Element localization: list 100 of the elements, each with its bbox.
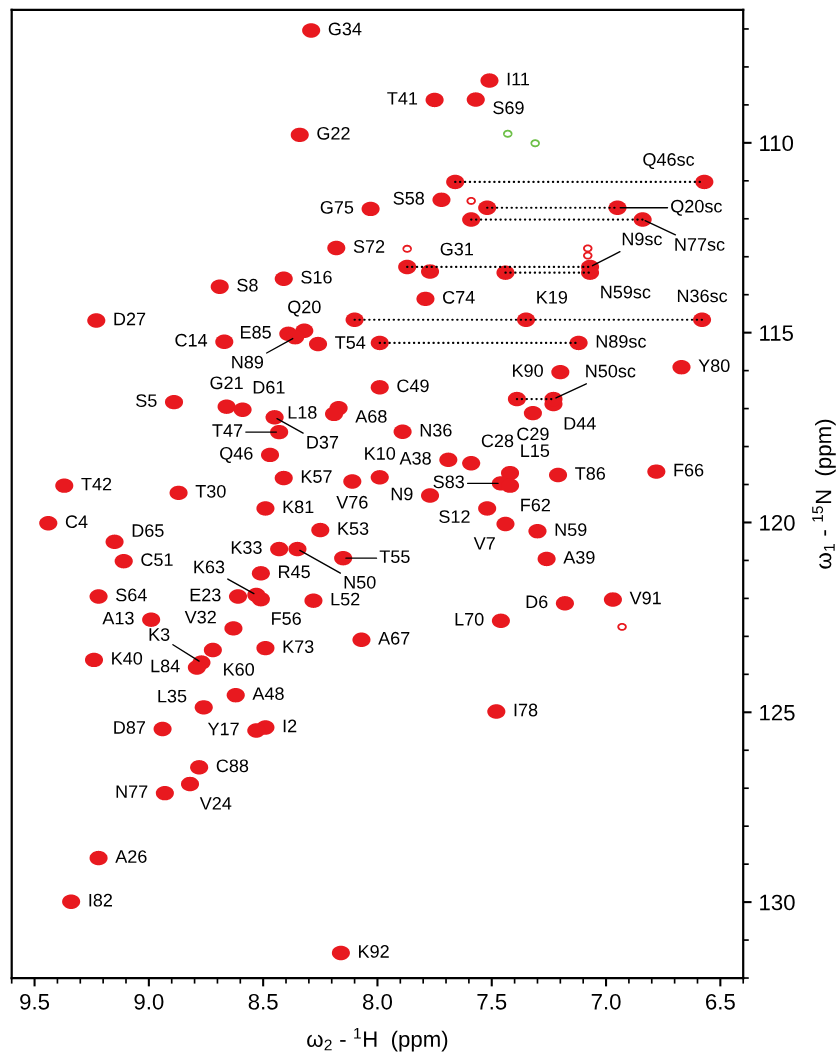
annotation: Q46sc <box>643 153 695 170</box>
annotation: C14 <box>175 333 208 347</box>
annotation: G75 <box>320 200 354 214</box>
annotation: K92 <box>359 945 389 958</box>
annotation: Y17 <box>207 722 239 736</box>
annotation: T42 <box>81 477 112 491</box>
annotation: S64 <box>116 588 147 602</box>
annotation: K63 <box>194 560 225 574</box>
annotation: T30 <box>195 484 226 498</box>
annotation: G22 <box>317 126 350 140</box>
annotation: C88 <box>216 759 249 773</box>
annotation: K10 <box>365 447 396 460</box>
annotation: K60 <box>224 663 255 676</box>
annotation: D65 <box>132 524 164 537</box>
annotation: K19 <box>537 290 568 304</box>
annotation: T86 <box>575 467 606 480</box>
y-tick-label: 115 <box>760 325 793 341</box>
annotation: R45 <box>279 565 310 579</box>
annotation: S8 <box>237 278 258 292</box>
annotation: S72 <box>353 240 385 253</box>
annotation: N59sc <box>601 285 651 299</box>
annotation: C51 <box>141 553 173 567</box>
annotation: N89sc <box>596 334 646 348</box>
annotation: Q20sc <box>671 199 722 216</box>
annotation: S83 <box>433 475 464 489</box>
annotation: I11 <box>507 72 530 86</box>
annotation: C49 <box>397 379 429 393</box>
annotation: L84 <box>151 659 180 673</box>
annotation: Q46 <box>220 446 253 463</box>
annotation: V7 <box>473 537 495 550</box>
annotation: F56 <box>272 612 301 625</box>
annotation: S5 <box>136 394 157 407</box>
annotation: S16 <box>301 270 332 284</box>
annotation: V91 <box>629 591 661 605</box>
annotation: A67 <box>378 631 410 645</box>
x-tick-label: 9.5 <box>20 993 50 1010</box>
annotation: G31 <box>440 242 473 256</box>
annotation: A68 <box>355 409 387 423</box>
annotation: K73 <box>283 640 314 653</box>
annotation: C29 <box>517 427 549 441</box>
annotation: D61 <box>253 380 285 394</box>
annotation: A48 <box>252 687 284 701</box>
annotation: L15 <box>521 444 550 458</box>
annotation: E85 <box>240 325 271 339</box>
y-tick-label: 130 <box>760 894 795 911</box>
annotation: L52 <box>331 592 360 606</box>
y-tick-label: 125 <box>760 704 795 721</box>
annotation: N9sc <box>622 232 662 246</box>
annotation: T54 <box>335 336 366 349</box>
annotation: N77 <box>116 785 148 798</box>
annotation: C28 <box>481 434 514 448</box>
annotation: D37 <box>307 435 339 449</box>
annotation: T41 <box>387 92 418 105</box>
annotation: N9 <box>391 487 413 501</box>
annotation: F62 <box>521 498 550 512</box>
x-tick-label: 7.0 <box>591 993 621 1010</box>
annotation: T55 <box>379 550 410 564</box>
annotation: D27 <box>114 312 146 326</box>
annotation: K90 <box>513 364 543 377</box>
annotation: N36 <box>420 423 452 437</box>
annotation: C74 <box>443 290 475 304</box>
x-tick-label: 8.5 <box>248 993 278 1010</box>
annotation: K3 <box>149 628 170 641</box>
annotation: L35 <box>158 689 187 703</box>
annotation: N50 <box>344 575 376 589</box>
annotation: C4 <box>65 515 88 529</box>
y-tick-label: 110 <box>760 135 794 152</box>
annotation: L18 <box>288 405 317 419</box>
annotation: N36sc <box>677 289 728 303</box>
x-tick-label: 9.0 <box>134 993 164 1010</box>
annotation: S58 <box>393 191 425 205</box>
annotation: K53 <box>338 522 369 535</box>
annotation: K33 <box>231 541 262 554</box>
annotation: V32 <box>184 610 216 624</box>
annotation: L70 <box>455 612 484 626</box>
annotation: V24 <box>199 797 232 810</box>
annotation: N77sc <box>675 238 725 251</box>
annotation: N89 <box>232 355 264 369</box>
annotation: K40 <box>112 651 143 665</box>
annotation: F66 <box>674 463 704 477</box>
annotation: D44 <box>564 417 596 430</box>
annotation: V76 <box>336 495 368 509</box>
annotation: A13 <box>102 611 134 625</box>
annotation: T47 <box>212 424 243 437</box>
annotation: N59 <box>555 523 587 537</box>
annotation: Y80 <box>698 359 730 373</box>
annotation: Q20 <box>288 300 321 317</box>
annotation: E23 <box>190 588 221 602</box>
x-tick-label: 6.5 <box>706 993 735 1010</box>
annotation: A26 <box>115 850 147 863</box>
annotation: G21 <box>210 376 243 390</box>
y-axis-title: ω$_{1}$ - $^{15}$N (ppm) <box>812 419 836 569</box>
annotation: K57 <box>301 470 332 483</box>
annotation: A38 <box>399 451 431 465</box>
annotation: I78 <box>514 703 538 717</box>
x-tick-label: 8.0 <box>362 993 393 1010</box>
annotation: D6 <box>526 595 548 609</box>
annotation: I2 <box>283 719 297 733</box>
x-axis-title: ω$_{2}$ - $^{1}$H (ppm) <box>307 1027 448 1052</box>
x-tick-label: 7.5 <box>477 994 507 1010</box>
